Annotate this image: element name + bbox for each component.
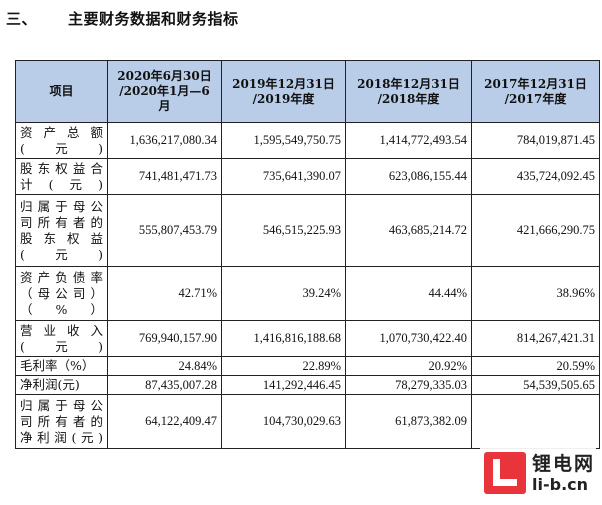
cell-total-assets-2020h1: 1,636,217,080.34 (107, 122, 222, 159)
cell-debt-ratio-2019: 39.24% (221, 266, 346, 321)
cell-parent-net-profit-2020h1: 64,122,409.47 (107, 394, 222, 449)
header-2018: 2018年12月31日/2018年度 (345, 60, 472, 123)
cell-parent-equity-2019: 546,515,225.93 (221, 194, 346, 267)
watermark-name: 锂电网 (532, 453, 596, 475)
cell-parent-equity-2018: 463,685,214.72 (345, 194, 472, 267)
cell-parent-net-profit-2019: 104,730,029.63 (221, 394, 346, 449)
section-number: 三、 (6, 10, 38, 28)
cell-total-equity-2017: 435,724,092.45 (471, 158, 600, 195)
watermark-logo: 锂电网 li-b.cn (480, 445, 596, 500)
table-row-revenue: 营 业 收 入 (元) 769,940,157.90 1,416,816,188.… (15, 320, 600, 357)
cell-parent-net-profit-2017 (471, 394, 600, 449)
cell-revenue-2020h1: 769,940,157.90 (107, 320, 222, 357)
cell-total-assets-2018: 1,414,772,493.54 (345, 122, 472, 159)
cell-net-profit-2017: 54,539,505.65 (471, 375, 600, 395)
row-label-net-profit: 净利润(元) (15, 375, 108, 395)
section-title: 主要财务数据和财务指标 (68, 10, 239, 28)
cell-net-profit-2019: 141,292,446.45 (221, 375, 346, 395)
header-item: 项目 (15, 60, 108, 123)
cell-debt-ratio-2020h1: 42.71% (107, 266, 222, 321)
table-row-parent-equity: 归属于母公 司所有者的股 东 权 益 (元) 555,807,453.79 546,… (15, 194, 600, 267)
cell-total-assets-2017: 784,019,871.45 (471, 122, 600, 159)
cell-total-equity-2018: 623,086,155.44 (345, 158, 472, 195)
cell-debt-ratio-2018: 44.44% (345, 266, 472, 321)
cell-net-profit-2020h1: 87,435,007.28 (107, 375, 222, 395)
cell-gross-margin-2017: 20.59% (471, 356, 600, 376)
cell-revenue-2018: 1,070,730,422.40 (345, 320, 472, 357)
table-row-debt-ratio: 资产负债率 （母公司） （%） 42.71% 39.24% 44.44% 38.96… (15, 266, 600, 321)
cell-parent-equity-2020h1: 555,807,453.79 (107, 194, 222, 267)
table-row-total-equity: 股东权益合 计(元) 741,481,471.73 735,641,390.07 … (15, 158, 600, 195)
watermark-url: li-b.cn (532, 475, 589, 494)
cell-total-equity-2020h1: 741,481,471.73 (107, 158, 222, 195)
header-2019: 2019年12月31日/2019年度 (221, 60, 346, 123)
section-heading: 三、 主要财务数据和财务指标 (6, 8, 239, 29)
cell-gross-margin-2019: 22.89% (221, 356, 346, 376)
row-label-parent-net-profit: 归属于母公 司所有者的 净利润(元) (15, 394, 108, 449)
row-label-debt-ratio: 资产负债率 （母公司） （%） (15, 266, 108, 321)
cell-revenue-2019: 1,416,816,188.68 (221, 320, 346, 357)
cell-total-assets-2019: 1,595,549,750.75 (221, 122, 346, 159)
table-row-net-profit: 净利润(元) 87,435,007.28 141,292,446.45 78,2… (15, 375, 600, 395)
cell-debt-ratio-2017: 38.96% (471, 266, 600, 321)
financial-table: 项目 2020年6月30日/2020年1月—6 月 2019年12月31日/201… (15, 60, 600, 449)
table-row-total-assets: 资 产 总 额 (元) 1,636,217,080.34 1,595,549,75… (15, 122, 600, 159)
header-2020h1: 2020年6月30日/2020年1月—6 月 (107, 60, 222, 123)
cell-gross-margin-2020h1: 24.84% (107, 356, 222, 376)
table-row-parent-net-profit: 归属于母公 司所有者的 净利润(元) 64,122,409.47 104,730,0… (15, 394, 600, 449)
row-label-total-equity: 股东权益合 计(元) (15, 158, 108, 195)
cell-parent-equity-2017: 421,666,290.75 (471, 194, 600, 267)
table-row-gross-margin: 毛利率（%） 24.84% 22.89% 20.92% 20.59% (15, 356, 600, 376)
header-2017: 2017年12月31日/2017年度 (471, 60, 600, 123)
row-label-gross-margin: 毛利率（%） (15, 356, 108, 376)
cell-gross-margin-2018: 20.92% (345, 356, 472, 376)
cell-total-equity-2019: 735,641,390.07 (221, 158, 346, 195)
cell-revenue-2017: 814,267,421.31 (471, 320, 600, 357)
table-header-row: 项目 2020年6月30日/2020年1月—6 月 2019年12月31日/201… (15, 60, 600, 123)
cell-net-profit-2018: 78,279,335.03 (345, 375, 472, 395)
row-label-revenue: 营 业 收 入 (元) (15, 320, 108, 357)
li-logo-icon (484, 452, 526, 494)
cell-parent-net-profit-2018: 61,873,382.09 (345, 394, 472, 449)
row-label-parent-equity: 归属于母公 司所有者的股 东 权 益 (元) (15, 194, 108, 267)
row-label-total-assets: 资 产 总 额 (元) (15, 122, 108, 159)
